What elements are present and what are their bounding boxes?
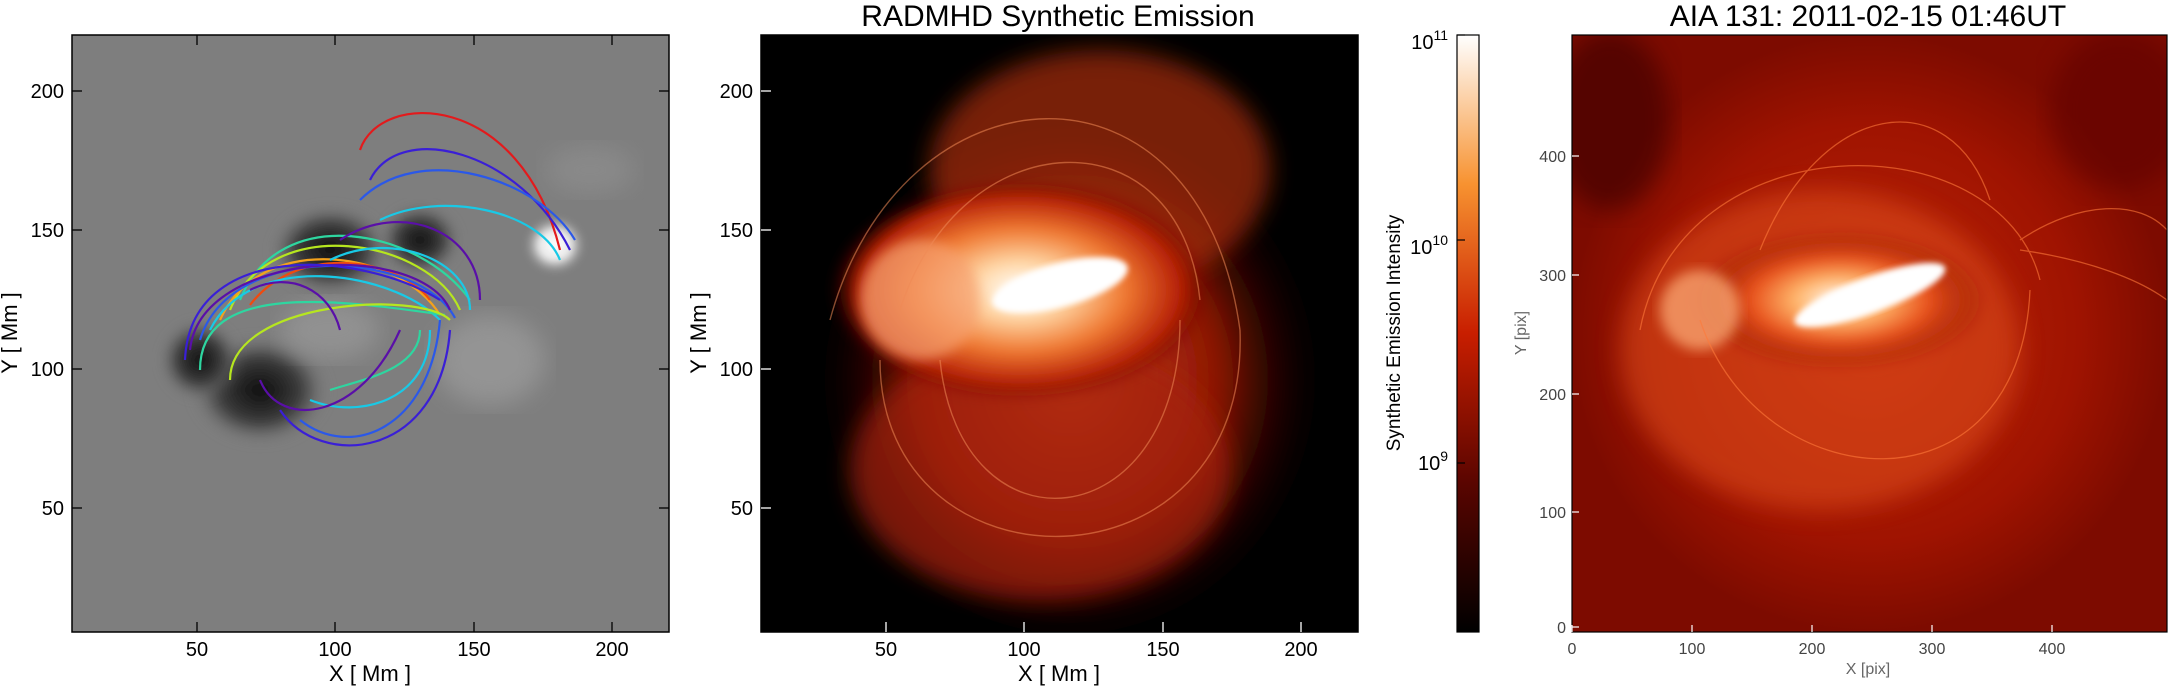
p1-ytick: 200 [31, 81, 64, 103]
p2-xtick: 150 [1146, 639, 1179, 661]
colorbar: 1011 1010 109 Synthetic Emission Intensi… [1384, 27, 1480, 633]
p3-xtick: 100 [1679, 641, 1706, 658]
synthetic-emission-panel: RADMHD Synthetic Emission 50 100 150 200… [686, 0, 1359, 686]
p1-ytick: 50 [42, 498, 64, 520]
p2-xtick: 200 [1284, 639, 1317, 661]
p2-ytick: 200 [720, 81, 753, 103]
aia-panel: AIA 131: 2011-02-15 01:46UT 0 100 200 30… [1513, 0, 2168, 678]
svg-text:109: 109 [1418, 448, 1448, 475]
p1-ytick: 150 [31, 220, 64, 242]
p1-ytick: 100 [31, 359, 64, 381]
magnetogram-panel: 50 100 150 200 50 100 150 200 X [ Mm ] Y… [0, 34, 670, 686]
p3-ytick: 100 [1539, 505, 1566, 522]
p3-ylabel: Y [pix] [1513, 311, 1530, 355]
aia-image [1572, 35, 2167, 632]
p3-ytick: 0 [1557, 620, 1566, 637]
p2-ytick: 50 [731, 498, 753, 520]
p2-ylabel: Y [ Mm ] [686, 292, 711, 374]
svg-text:1010: 1010 [1410, 232, 1448, 259]
aia-frame [1571, 34, 2168, 633]
p1-xtick: 100 [318, 639, 351, 661]
p1-xtick: 150 [457, 639, 490, 661]
colorbar-tick: 1010 [1410, 232, 1448, 259]
colorbar-gradient [1456, 34, 1480, 633]
magnetogram-frame [71, 34, 670, 633]
p3-ytick: 200 [1539, 387, 1566, 404]
p3-xlabel: X [pix] [1846, 661, 1890, 678]
svg-text:1011: 1011 [1411, 27, 1448, 54]
p3-xtick: 300 [1919, 641, 1946, 658]
p1-xtick: 50 [186, 639, 208, 661]
colorbar-tick: 1011 [1411, 27, 1448, 54]
p1-xtick: 200 [595, 639, 628, 661]
p3-xtick: 400 [2039, 641, 2066, 658]
p2-ytick: 150 [720, 220, 753, 242]
synthetic-emission-image [761, 35, 1358, 632]
p3-ytick: 300 [1539, 268, 1566, 285]
p2-ytick: 100 [720, 359, 753, 381]
magnetogram-image [72, 35, 669, 632]
p2-title: RADMHD Synthetic Emission [861, 0, 1254, 33]
p3-title: AIA 131: 2011-02-15 01:46UT [1670, 0, 2066, 33]
colorbar-tick: 109 [1418, 448, 1448, 475]
p1-xlabel: X [ Mm ] [329, 661, 411, 686]
colorbar-label: Synthetic Emission Intensity [1384, 214, 1405, 451]
p2-xlabel: X [ Mm ] [1018, 661, 1100, 686]
p3-xtick: 200 [1799, 641, 1826, 658]
p3-xtick: 0 [1568, 641, 1577, 658]
p2-xtick: 50 [875, 639, 897, 661]
synthetic-emission-frame [760, 34, 1359, 633]
p1-ylabel: Y [ Mm ] [0, 292, 22, 374]
p3-ytick: 400 [1539, 149, 1566, 166]
p2-xtick: 100 [1007, 639, 1040, 661]
